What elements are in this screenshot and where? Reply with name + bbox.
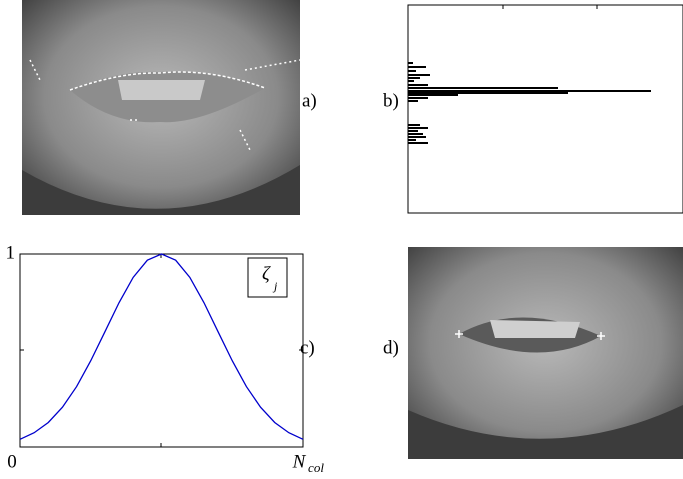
bar <box>408 62 413 64</box>
panel-label: b) <box>383 90 399 111</box>
panel-label: a) <box>302 90 317 111</box>
bar <box>408 139 416 141</box>
bar <box>408 77 420 79</box>
legend-label: ζ <box>262 263 271 284</box>
bar <box>408 80 414 82</box>
bar <box>408 94 458 96</box>
bar <box>408 130 418 132</box>
figure: ζ j a) b) c) d) 10Ncol <box>0 0 683 479</box>
bar <box>408 133 423 135</box>
bar <box>408 74 430 76</box>
bar <box>408 70 416 72</box>
panel-label: c) <box>300 337 315 358</box>
panel-label: d) <box>383 337 399 358</box>
bar <box>408 97 428 99</box>
x-tick-label: N <box>292 451 307 472</box>
plot-frame <box>408 5 683 213</box>
y-tick-label: 1 <box>6 242 16 263</box>
bar <box>408 90 651 92</box>
photo-a <box>22 0 300 215</box>
bar <box>408 127 428 129</box>
bar <box>408 142 428 144</box>
bar <box>408 84 428 86</box>
bar <box>408 87 558 89</box>
x-tick-sub: col <box>308 460 324 475</box>
bar <box>408 136 426 138</box>
bar <box>408 100 418 102</box>
x-tick-label: 0 <box>7 451 17 472</box>
bar <box>408 124 420 126</box>
photo-d <box>408 247 683 459</box>
bar <box>408 66 426 68</box>
bar <box>408 92 568 94</box>
